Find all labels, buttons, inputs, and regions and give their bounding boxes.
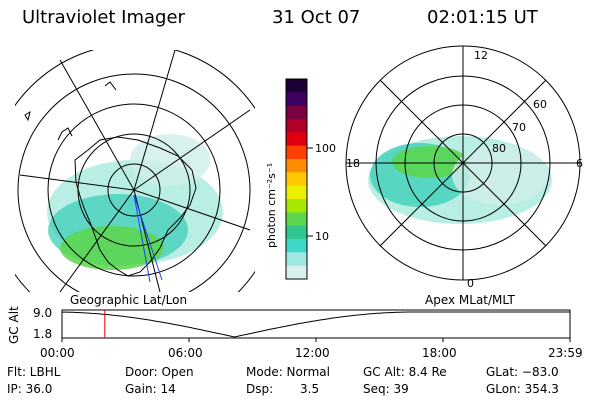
coastline-fragment <box>57 127 73 141</box>
lat-label-60: 60 <box>533 98 547 111</box>
glon-readout: GLon: 354.3 <box>486 382 559 396</box>
colorbar-swatch <box>286 145 307 160</box>
left-panel-caption: Geographic Lat/Lon <box>70 293 188 307</box>
colorbar-swatch <box>286 79 307 93</box>
ip-readout: IP: 36.0 <box>7 382 53 396</box>
timeline-ylabel: GC Alt <box>7 306 21 344</box>
colorbar-swatch <box>286 239 307 253</box>
observation-time: 02:01:15 UT <box>427 7 538 28</box>
colorbar-swatch <box>286 185 307 200</box>
altitude-curve <box>62 311 570 338</box>
mlt-label-6: 6 <box>576 157 583 170</box>
timeline-tick-1200: 12:00 <box>295 346 330 360</box>
door-readout: Door: Open <box>125 365 194 379</box>
timeline-y-top: 9.0 <box>33 306 53 320</box>
colorbar-tick-100: 100 <box>315 142 336 155</box>
colorbar-swatch <box>286 225 307 240</box>
timeline-tick-0000: 00:00 <box>40 346 75 360</box>
left-aurora-dawn <box>130 134 210 186</box>
island-outline <box>24 110 31 122</box>
mlt-label-18: 18 <box>346 157 360 170</box>
right-aurora-dawn <box>452 145 548 205</box>
colorbar-swatch <box>286 252 307 267</box>
timeline-y-bottom: 1.8 <box>33 327 53 341</box>
colorbar-swatch <box>286 159 307 173</box>
glat-readout: GLat: −83.0 <box>486 365 559 379</box>
colorbar-swatch <box>286 92 307 107</box>
timeline-tick-1800: 18:00 <box>422 346 457 360</box>
dsp-value: 3.5 <box>300 382 320 396</box>
colorbar-swatch <box>286 212 307 227</box>
mlt-label-12: 12 <box>474 49 488 62</box>
lat-label-70: 70 <box>512 121 526 134</box>
left-aurora-core <box>60 226 164 270</box>
sequence-readout: Seq: 39 <box>363 382 409 396</box>
colorbar-swatch <box>286 265 307 280</box>
mlt-label-0: 0 <box>467 277 474 290</box>
timeline-tick-0600: 06:00 <box>168 346 203 360</box>
colorbar-swatch <box>286 172 307 187</box>
imager-title: Ultraviolet Imager <box>22 7 185 28</box>
right-aurora-core <box>392 146 468 178</box>
mode-readout: Mode: Normal <box>246 365 330 379</box>
colorbar-swatch <box>286 132 307 147</box>
island-outline <box>104 81 117 91</box>
colorbar-swatch <box>286 199 307 213</box>
dsp-label: Dsp: <box>246 382 274 396</box>
filter-readout: Flt: LBHL <box>7 365 61 379</box>
observation-date: 31 Oct 07 <box>272 7 361 28</box>
timeline-tick-2359: 23:59 <box>548 346 583 360</box>
gc-alt-readout: GC Alt: 8.4 Re <box>363 365 447 379</box>
continent-outline <box>74 136 197 277</box>
timeline-frame <box>61 309 571 339</box>
lat-label-80: 80 <box>492 142 506 155</box>
colorbar-swatch <box>286 119 307 133</box>
colorbar-tick-10: 10 <box>315 230 329 243</box>
gain-readout: Gain: 14 <box>125 382 176 396</box>
colorbar-swatch <box>286 105 307 120</box>
right-panel-caption: Apex MLat/MLT <box>425 293 515 307</box>
